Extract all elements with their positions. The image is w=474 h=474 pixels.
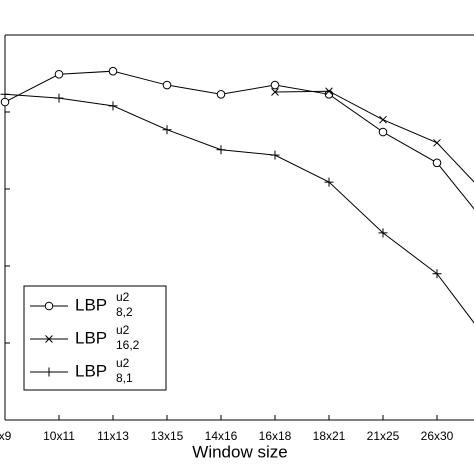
series-line bbox=[274, 90, 474, 183]
point bbox=[270, 150, 280, 160]
legend-marker bbox=[44, 367, 54, 377]
legend-label-sup: u2 bbox=[116, 290, 130, 304]
legend-label: LBP bbox=[75, 328, 107, 347]
point bbox=[433, 138, 441, 147]
series-line bbox=[4, 70, 474, 210]
x-tick-label: 13x15 bbox=[151, 429, 184, 443]
x-tick-label: 21x25 bbox=[367, 429, 400, 443]
point bbox=[432, 269, 442, 279]
point bbox=[54, 93, 64, 103]
x-tick-label: 10x11 bbox=[43, 429, 75, 443]
x-tick-label: x9 bbox=[0, 429, 12, 443]
point bbox=[378, 127, 388, 137]
legend-marker bbox=[45, 335, 53, 343]
point bbox=[271, 88, 279, 96]
point bbox=[108, 101, 118, 111]
point bbox=[216, 145, 226, 155]
x-tick-label: 14x16 bbox=[205, 429, 238, 443]
x-tick-label: 18x21 bbox=[313, 429, 346, 443]
point bbox=[324, 177, 334, 187]
x-axis-label: Window size bbox=[192, 442, 287, 461]
legend-label-sup: u2 bbox=[116, 356, 130, 370]
legend-label-sub: 8,1 bbox=[116, 371, 133, 385]
point bbox=[379, 115, 387, 124]
point bbox=[270, 80, 280, 90]
legend-label-sup: u2 bbox=[116, 323, 130, 337]
point bbox=[216, 89, 226, 99]
point bbox=[54, 69, 64, 79]
x-tick-label: 16x18 bbox=[259, 429, 292, 443]
point bbox=[162, 125, 172, 135]
legend-marker bbox=[44, 301, 54, 311]
point bbox=[325, 87, 333, 96]
point bbox=[162, 80, 172, 90]
point bbox=[378, 228, 388, 238]
point bbox=[432, 158, 442, 168]
legend-label-sub: 16,2 bbox=[116, 338, 140, 352]
x-tick-label: 26x30 bbox=[421, 429, 454, 443]
point bbox=[0, 89, 10, 99]
legend-label-sub: 8,2 bbox=[116, 305, 133, 319]
plot-area bbox=[0, 66, 474, 324]
legend-label: LBP bbox=[75, 361, 107, 380]
point bbox=[108, 66, 118, 76]
point bbox=[0, 97, 10, 107]
series-line bbox=[4, 93, 474, 324]
legend-label: LBP bbox=[75, 295, 107, 314]
x-tick-label: 11x13 bbox=[97, 429, 129, 443]
